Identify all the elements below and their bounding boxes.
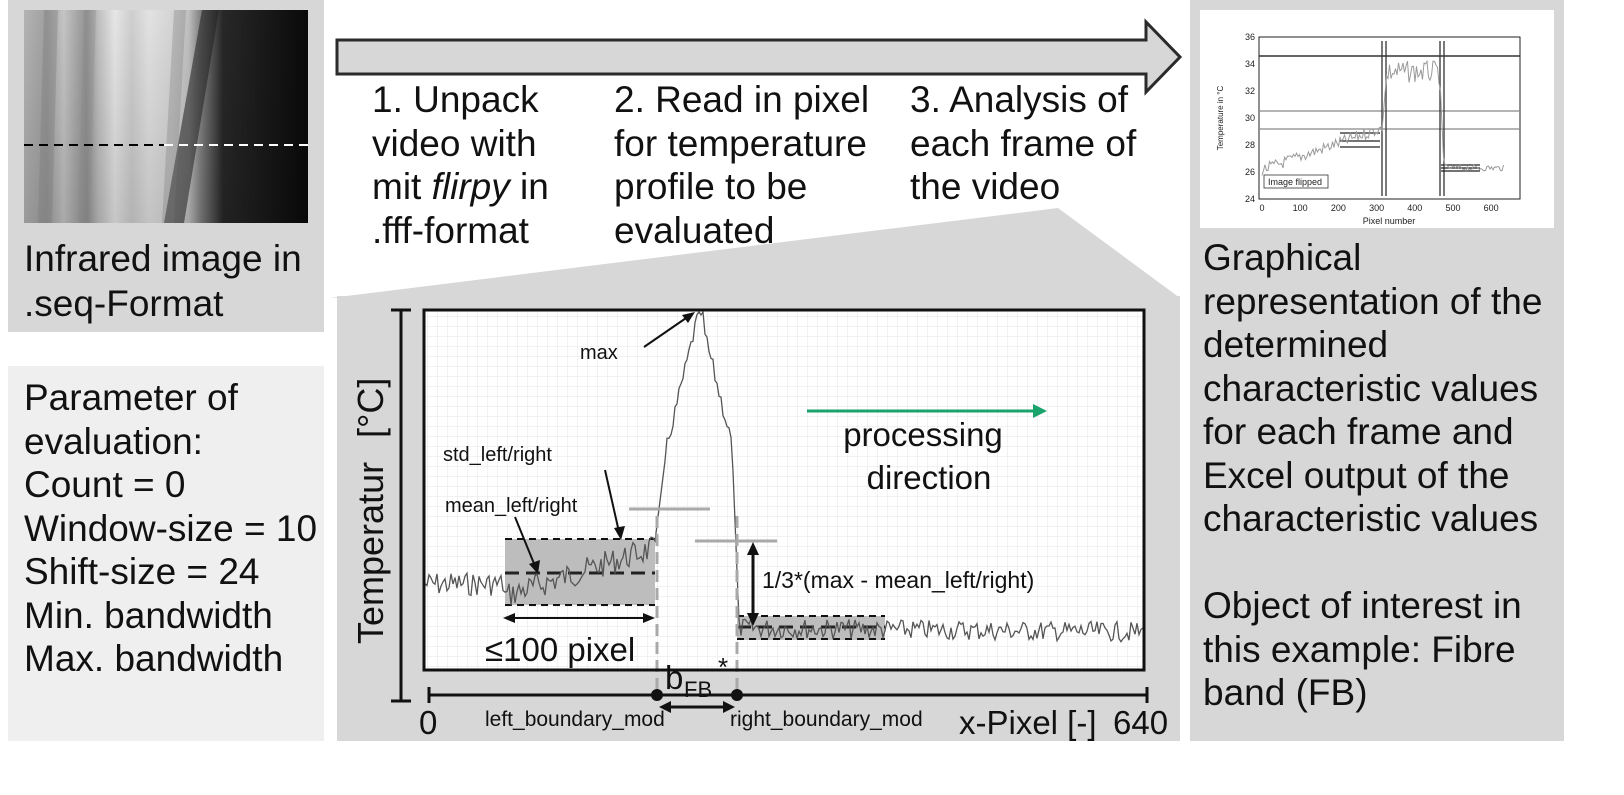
process-arrow (335, 18, 1183, 96)
mini-legend: Image flipped (1268, 177, 1322, 187)
temperature-profile (424, 310, 1144, 643)
mini-x-tick: 200 (1331, 203, 1346, 213)
zoom-wedge (330, 208, 1180, 298)
y-axis-label: Temperatur (350, 462, 391, 644)
x-max-label: 640 (1113, 704, 1168, 741)
svg-text:FB: FB (684, 677, 712, 702)
mini-x-tick: 500 (1445, 203, 1460, 213)
infrared-image (24, 10, 308, 223)
mini-y-tick: 28 (1245, 140, 1255, 150)
mini-y-tick: 26 (1245, 167, 1255, 177)
parameters-text: Parameter of evaluation: Count = 0 Windo… (24, 377, 318, 679)
infrared-caption: Infrared image in .seq-Format (24, 238, 302, 324)
mini-x-label: Pixel number (1363, 216, 1416, 226)
mini-chart: 36 34 32 30 28 26 24 0 100 200 300 400 500 600 Image… (1216, 32, 1521, 226)
mini-profile (1261, 59, 1504, 176)
left-boundary-dot (651, 689, 663, 701)
mini-y-tick: 34 (1245, 59, 1255, 69)
mini-y-tick: 24 (1245, 194, 1255, 204)
x-axis-label: x-Pixel [-] (959, 704, 1097, 741)
mini-x-tick: 100 (1293, 203, 1308, 213)
annotation-std: std_left/right (443, 444, 552, 466)
step-3: 3. Analysis of each frame of the video (910, 79, 1137, 207)
processing-label-2: direction (867, 459, 992, 496)
mini-y-ticks: 36 34 32 30 28 26 24 (1245, 32, 1255, 204)
annotation-third: 1/3*(max - mean_left/right) (762, 567, 1034, 593)
mini-legend-box (1263, 174, 1329, 189)
processing-arrow (807, 404, 1047, 418)
mini-y-tick: 36 (1245, 32, 1255, 42)
mini-y-tick: 30 (1245, 113, 1255, 123)
plot-frame (422, 308, 1146, 672)
step-2: 2. Read in pixel for temperature profile… (614, 79, 870, 251)
svg-text:*: * (718, 652, 728, 682)
main-chart: max std_left/right mean_left/right ≤100 … (350, 308, 1168, 741)
mini-y-label: Temperature in °C (1216, 86, 1225, 151)
object-of-interest: Object of interest in this example: Fibr… (1203, 585, 1522, 713)
bfb-label: b FB * (665, 652, 728, 702)
mini-x-ticks: 0 100 200 300 400 500 600 (1259, 203, 1498, 213)
svg-text:b: b (665, 659, 683, 696)
annotation-mean: mean_left/right (445, 495, 578, 517)
processing-label-1: processing (843, 416, 1003, 453)
infrared-texture (24, 10, 308, 223)
mini-x-tick: 600 (1484, 203, 1499, 213)
mini-x-tick: 0 (1259, 203, 1264, 213)
step-1: 1. Unpack video with mit flirpy in .fff-… (372, 79, 549, 251)
mini-x-tick: 300 (1369, 203, 1384, 213)
annotation-window: ≤100 pixel (485, 631, 635, 668)
graphical-description: Graphical representation of the determin… (1203, 237, 1543, 539)
parameters-panel (8, 366, 324, 741)
x-min-label: 0 (419, 704, 437, 741)
mini-x-tick: 400 (1407, 203, 1422, 213)
mini-y-tick: 32 (1245, 86, 1255, 96)
right-boundary-dot (731, 689, 743, 701)
right-boundary-label: right_boundary_mod (730, 708, 923, 731)
annotation-max: max (580, 342, 618, 364)
left-boundary-label: left_boundary_mod (485, 708, 665, 731)
y-axis-unit: [°C] (350, 378, 391, 438)
